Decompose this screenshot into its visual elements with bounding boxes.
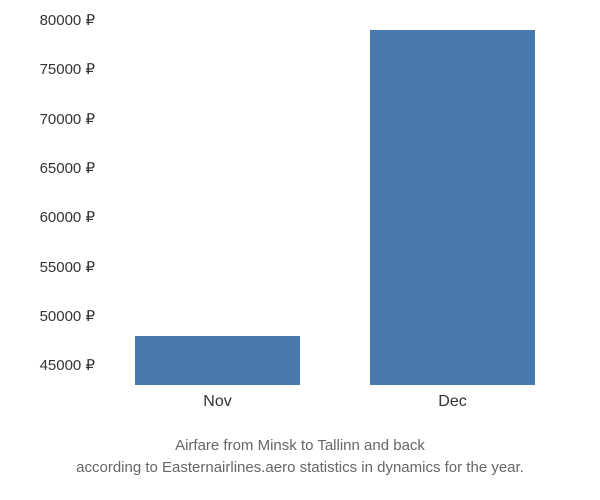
airfare-chart: 45000 ₽ 50000 ₽ 55000 ₽ 60000 ₽ 65000 ₽ 70000…: [0, 0, 600, 500]
x-tick-label: Nov: [203, 393, 231, 411]
y-tick-label: 60000 ₽: [40, 208, 95, 226]
x-tick-label: Dec: [438, 393, 466, 411]
bar: [135, 336, 300, 385]
x-axis-line: [100, 385, 570, 386]
chart-caption: Airfare from Minsk to Tallinn and back a…: [0, 435, 600, 479]
y-tick-label: 70000 ₽: [40, 110, 95, 128]
y-axis: 45000 ₽ 50000 ₽ 55000 ₽ 60000 ₽ 65000 ₽ 70000…: [0, 15, 95, 385]
x-axis: Nov Dec: [100, 393, 570, 423]
plot-area: [100, 15, 570, 385]
y-tick-label: 65000 ₽: [40, 159, 95, 177]
y-tick-label: 50000 ₽: [40, 307, 95, 325]
y-tick-label: 80000 ₽: [40, 11, 95, 29]
caption-line-1: Airfare from Minsk to Tallinn and back: [0, 435, 600, 457]
y-tick-label: 55000 ₽: [40, 258, 95, 276]
caption-line-2: according to Easternairlines.aero statis…: [0, 457, 600, 479]
y-tick-label: 45000 ₽: [40, 356, 95, 374]
bar: [370, 30, 535, 385]
y-tick-label: 75000 ₽: [40, 60, 95, 78]
